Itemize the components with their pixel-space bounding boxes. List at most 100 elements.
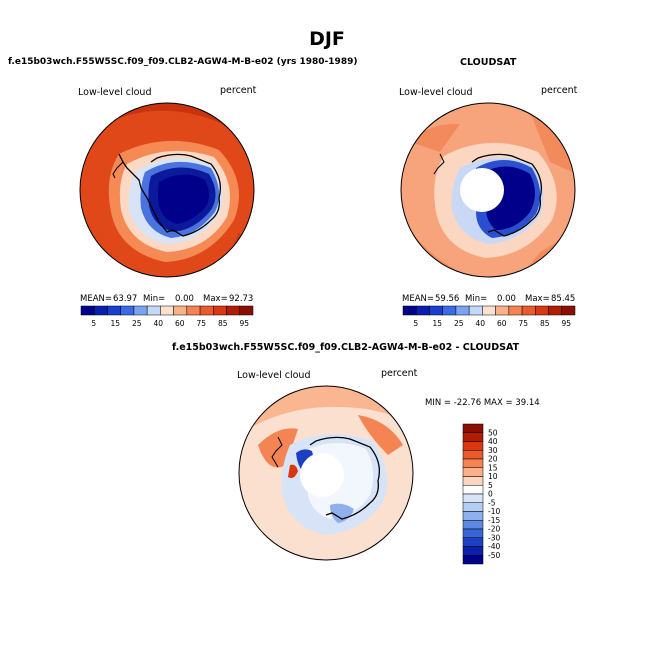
- panel3-colorbar-tick-label: -30: [488, 533, 500, 542]
- panel3-colorbar-swatch: [462, 467, 484, 477]
- panel3-colorbar-tick-label: 20: [488, 455, 498, 464]
- panel2-colorbar-swatch: [521, 305, 536, 316]
- panel2-colorbar-swatch: [535, 305, 549, 316]
- panel3-colorbar-swatch: [462, 485, 484, 495]
- panel2-colorbar-swatch: [402, 305, 417, 316]
- panel1-colorbar-swatch: [239, 305, 254, 316]
- panel2-colorbar-swatch: [482, 305, 496, 316]
- panel3-colorbar-swatch: [462, 450, 484, 460]
- panel2-min-value: 0.00: [497, 294, 516, 304]
- panel3-colorbar-tick-label: -40: [488, 542, 500, 551]
- panel1-colorbar-swatch: [80, 305, 95, 316]
- panel2-colorbar-swatch: [508, 305, 523, 316]
- panel3-colorbar-tick-label: 40: [488, 437, 498, 446]
- panel2-colorbar-tick-label: 75: [518, 319, 528, 328]
- panel3-units-label: percent: [381, 368, 418, 379]
- panel2-max-label: Max=: [525, 294, 550, 304]
- panel2-colorbar-tick-label: 85: [540, 319, 550, 328]
- panel1-colorbar-tick-label: 85: [218, 319, 228, 328]
- panel1-max-value: 92.73: [229, 294, 254, 304]
- panel1-colorbar-swatch: [107, 305, 121, 316]
- panel2-polar-map: [400, 102, 576, 278]
- panel2-colorbar-swatch: [495, 305, 510, 316]
- panel2-colorbar-swatch: [429, 305, 443, 316]
- panel2-colorbar-tick-label: 15: [432, 319, 442, 328]
- panel2-min-label: Min=: [465, 294, 488, 304]
- panel3-colorbar-swatch: [462, 555, 484, 565]
- main-title: DJF: [309, 28, 345, 50]
- panel1-max-label: Max=: [203, 294, 228, 304]
- panel3-colorbar-swatch: [462, 423, 484, 433]
- panel1-header: f.e15b03wch.F55W5SC.f09_f09.CLB2-AGW4-M-…: [8, 57, 358, 67]
- panel1-colorbar-swatch: [173, 305, 188, 316]
- panel3-colorbar-tick-label: 50: [488, 428, 498, 437]
- panel3-polar-map: [238, 385, 414, 561]
- panel1-colorbar-swatch: [133, 305, 148, 316]
- panel1-variable-label: Low-level cloud: [78, 87, 152, 98]
- panel3-colorbar-swatch: [462, 432, 484, 442]
- panel3-colorbar-tick-label: -5: [488, 498, 496, 507]
- panel3-colorbar-swatch: [462, 520, 484, 530]
- panel1-colorbar-swatch: [120, 305, 135, 316]
- panel1-units-label: percent: [220, 85, 257, 96]
- panel1-mean-value: 63.97: [113, 294, 138, 304]
- panel1-colorbar-tick-label: 95: [239, 319, 249, 328]
- panel3-header: f.e15b03wch.F55W5SC.f09_f09.CLB2-AGW4-M-…: [172, 342, 520, 353]
- panel2-units-label: percent: [541, 85, 578, 96]
- panel2-colorbar-swatch: [561, 305, 576, 316]
- panel2-colorbar-swatch: [442, 305, 457, 316]
- panel3-colorbar-swatch: [462, 511, 484, 521]
- panel3-colorbar-tick-label: 10: [488, 472, 498, 481]
- panel2-colorbar: 5 15 25 40 60 75 85 95: [402, 305, 576, 328]
- panel1-polar-map: [79, 102, 255, 278]
- panel3-colorbar-tick-label: 30: [488, 446, 498, 455]
- panel3-colorbar-swatch: [462, 502, 484, 512]
- panel1-colorbar-swatch: [93, 305, 108, 316]
- panel1-colorbar-tick-label: 15: [110, 319, 120, 328]
- panel3-colorbar-swatch: [462, 458, 484, 468]
- panel1-colorbar: 5 15 25 40 60 75 85 95: [80, 305, 254, 328]
- panel2-colorbar-swatch: [455, 305, 470, 316]
- panel2-colorbar-swatch: [548, 305, 563, 316]
- panel3-colorbar-tick-label: -20: [488, 525, 500, 534]
- panel2-mean-label: MEAN=: [402, 294, 434, 304]
- panel1-colorbar-swatch: [226, 305, 241, 316]
- panel3-colorbar-swatch: [462, 441, 484, 451]
- panel3-minmax-text: MIN = -22.76 MAX = 39.14: [425, 398, 540, 408]
- panel3-colorbar-swatch: [462, 493, 484, 503]
- panel1-colorbar-swatch: [160, 305, 174, 316]
- panel1-colorbar-tick-label: 75: [196, 319, 206, 328]
- panel3-variable-label: Low-level cloud: [237, 370, 311, 381]
- panel1-colorbar-swatch: [213, 305, 227, 316]
- panel2-colorbar-tick-label: 25: [454, 319, 464, 328]
- panel1-colorbar-tick-label: 25: [132, 319, 142, 328]
- panel3-colorbar-tick-label: -10: [488, 507, 500, 516]
- panel2-colorbar-swatch: [415, 305, 430, 316]
- panel3-colorbar-swatch: [462, 528, 484, 538]
- panel2-variable-label: Low-level cloud: [399, 87, 473, 98]
- panel3-colorbar-tick-label: 15: [488, 463, 498, 472]
- panel3-colorbar-swatch: [462, 546, 484, 556]
- panel1-colorbar-swatch: [186, 305, 201, 316]
- panel2-colorbar-tick-label: 60: [497, 319, 507, 328]
- panel3-colorbar-tick-label: 5: [488, 481, 493, 490]
- panel2-header: CLOUDSAT: [460, 57, 517, 68]
- panel3-colorbar-tick-label: -50: [488, 551, 500, 560]
- panel1-mean-label: MEAN=: [80, 294, 112, 304]
- panel2-colorbar-swatch: [468, 305, 483, 316]
- panel2-colorbar-tick-label: 40: [475, 319, 485, 328]
- panel2-colorbar-tick-label: 95: [561, 319, 571, 328]
- panel3-colorbar-swatch: [462, 537, 484, 547]
- panel1-colorbar-tick-label: 40: [153, 319, 163, 328]
- panel1-min-value: 0.00: [175, 294, 194, 304]
- panel1-min-label: Min=: [143, 294, 166, 304]
- panel3-colorbar-swatch: [462, 476, 484, 486]
- panel1-colorbar-tick-label: 60: [175, 319, 185, 328]
- panel3-colorbar-tick-label: 0: [488, 490, 493, 499]
- panel2-mean-value: 59.56: [435, 294, 460, 304]
- panel3-colorbar-tick-label: -15: [488, 516, 500, 525]
- panel1-colorbar-swatch: [146, 305, 161, 316]
- panel2-colorbar-tick-label: 5: [413, 319, 418, 328]
- panel1-colorbar-swatch: [199, 305, 214, 316]
